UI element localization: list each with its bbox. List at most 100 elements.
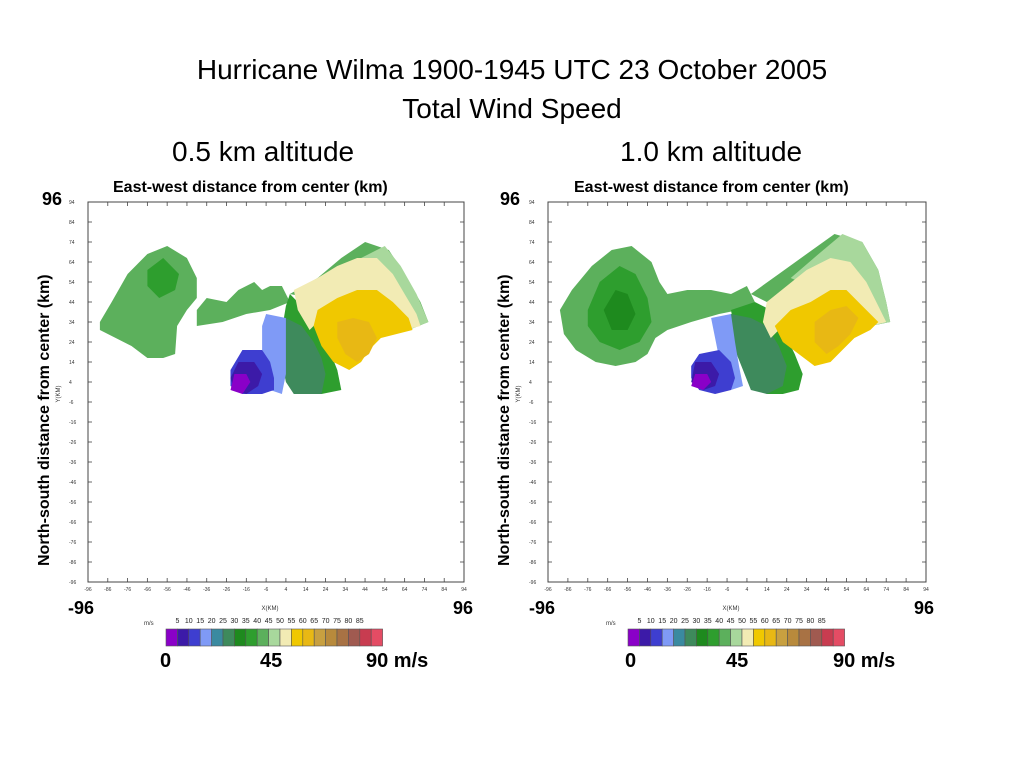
- y-tick-label-left-5: 44: [69, 300, 75, 306]
- contour-region-right-1: [750, 234, 891, 326]
- x-tick-label-right-2: -76: [584, 587, 591, 593]
- contour-region-left-9: [230, 374, 251, 394]
- colorbar-tick-label-right-5: 30: [693, 618, 701, 625]
- contour-region-right-8: [691, 362, 720, 390]
- colorbar-tick-label-right-16: 85: [818, 618, 826, 625]
- plot-area-right: -96 -86 -76 -66 -56 -46 -36 -26 -16 -6 4 14 24 34 44 54…: [516, 200, 929, 612]
- small-y-label-left: Y(KM): [56, 386, 62, 403]
- colorbar-swatch-right-14: [787, 628, 800, 647]
- x-tick-label-left-4: -56: [164, 587, 171, 593]
- x-tick-label-left-15: 54: [382, 587, 388, 593]
- colorbar-swatch-left-10: [279, 628, 292, 647]
- y-tick-label-left-11: -16: [69, 420, 76, 426]
- contour-region-right-2: [587, 266, 652, 350]
- colorbar-tick-label-left-1: 10: [185, 618, 193, 625]
- x-tick-label-right-18: 84: [903, 587, 909, 593]
- colorbar-swatch-left-3: [199, 628, 212, 647]
- x-tick-label-left-12: 24: [323, 587, 329, 593]
- y-axis-title-right: North-south distance from center (km): [496, 274, 513, 566]
- y-tick-label-left-19: -96: [69, 580, 76, 586]
- colorbar-tick-label-left-3: 20: [208, 618, 216, 625]
- y-tick-label-left-7: 24: [69, 340, 75, 346]
- y-tick-label-right-0: 94: [529, 200, 535, 206]
- contour-region-right-0: [559, 246, 755, 366]
- x-tick-label-right-7: -26: [684, 587, 691, 593]
- y-max-label-left: 96: [42, 189, 63, 209]
- colorbar-tick-label-left-2: 15: [196, 618, 204, 625]
- x-max-label-left: 96: [453, 598, 474, 618]
- x-tick-label-right-8: -16: [704, 587, 711, 593]
- contour-region-right-3: [731, 302, 803, 394]
- x-min-label-left: -96: [68, 598, 95, 618]
- y-tick-label-right-10: -6: [529, 400, 534, 406]
- y-tick-label-right-2: 74: [529, 240, 535, 246]
- colorbar-tick-label-left-16: 85: [356, 618, 364, 625]
- colorbar-swatch-left-12: [302, 628, 315, 647]
- y-tick-label-left-1: 84: [69, 220, 75, 226]
- x-tick-label-right-19: 94: [923, 587, 929, 593]
- x-tick-label-left-2: -76: [124, 587, 131, 593]
- contour-region-left-10: [337, 246, 429, 330]
- colorbar-swatch-right-17: [821, 628, 834, 647]
- x-tick-label-right-10: 4: [746, 587, 749, 593]
- colorbar-tick-label-left-13: 70: [322, 618, 330, 625]
- figure-title-line2: Total Wind Speed: [402, 93, 622, 124]
- y-max-label-right: 96: [500, 189, 521, 209]
- colorbar-tick-label-left-0: 5: [175, 618, 179, 625]
- colorbar-tick-label-left-9: 50: [276, 618, 284, 625]
- x-tick-label-left-7: -26: [223, 587, 230, 593]
- contour-region-left-0: [99, 246, 197, 358]
- x-tick-label-right-9: -6: [725, 587, 730, 593]
- x-tick-label-right-16: 64: [864, 587, 870, 593]
- y-tick-label-right-3: 64: [529, 260, 535, 266]
- contour-region-left-3: [147, 258, 179, 298]
- contour-region-right-13: [814, 306, 859, 354]
- contour-region-right-11: [762, 258, 887, 338]
- colorbar-swatch-right-3: [661, 628, 674, 647]
- contour-region-right-9: [691, 374, 712, 390]
- colorbar-swatch-left-1: [177, 628, 190, 647]
- colorbar-label-45-right: 45: [726, 650, 749, 672]
- small-x-label-right: X(KM): [723, 606, 740, 612]
- x-tick-label-right-3: -66: [604, 587, 611, 593]
- colorbar-label-0-left: 0: [160, 650, 172, 672]
- colorbar-swatch-right-13: [775, 628, 788, 647]
- x-tick-label-right-17: 74: [883, 587, 889, 593]
- y-tick-label-right-4: 54: [529, 280, 535, 286]
- colorbar-swatch-right-1: [639, 628, 652, 647]
- colorbar-swatch-left-8: [256, 628, 269, 647]
- colorbar-swatch-right-5: [684, 628, 697, 647]
- x-tick-label-left-3: -66: [144, 587, 151, 593]
- colorbar-label-0-right: 0: [625, 650, 637, 672]
- colorbar-swatch-right-11: [753, 628, 766, 647]
- colorbar-tick-label-right-0: 5: [637, 618, 641, 625]
- contour-region-left-4: [281, 294, 342, 394]
- colorbar-tick-label-left-6: 35: [242, 618, 250, 625]
- y-tick-label-right-19: -96: [529, 580, 536, 586]
- colorbar-label-45-left: 45: [260, 650, 283, 672]
- colorbar-swatch-left-7: [245, 628, 258, 647]
- contour-region-right-4: [603, 290, 636, 330]
- contour-region-left-6: [262, 314, 286, 394]
- y-tick-label-right-5: 44: [529, 300, 535, 306]
- colorbar-tick-label-right-11: 60: [761, 618, 769, 625]
- colorbar-swatch-left-6: [234, 628, 247, 647]
- colorbar-tick-label-left-10: 55: [288, 618, 296, 625]
- colorbar-swatch-right-7: [707, 628, 720, 647]
- plot-frame-right: [547, 201, 927, 583]
- colorbar-swatch-left-4: [211, 628, 224, 647]
- y-tick-label-right-14: -46: [529, 480, 536, 486]
- y-tick-label-left-2: 74: [69, 240, 75, 246]
- contour-region-left-11: [293, 258, 421, 330]
- x-tick-label-left-14: 44: [362, 587, 368, 593]
- colorbar-tick-label-right-7: 40: [715, 618, 723, 625]
- small-x-label-left: X(KM): [262, 606, 279, 612]
- colorbar-swatch-right-16: [810, 628, 823, 647]
- y-tick-label-left-9: 4: [69, 380, 72, 386]
- colorbar-swatches-right: 5 10 15 20 25 30 35 40 45 50 55 60 65 70 75 80 85 m/s: [606, 618, 845, 647]
- x-max-label-right: 96: [914, 598, 935, 618]
- colorbar-unit-left: m/s: [144, 621, 154, 627]
- x-tick-label-right-14: 44: [824, 587, 830, 593]
- contour-region-left-7: [230, 350, 274, 394]
- colorbar-swatch-right-2: [650, 628, 663, 647]
